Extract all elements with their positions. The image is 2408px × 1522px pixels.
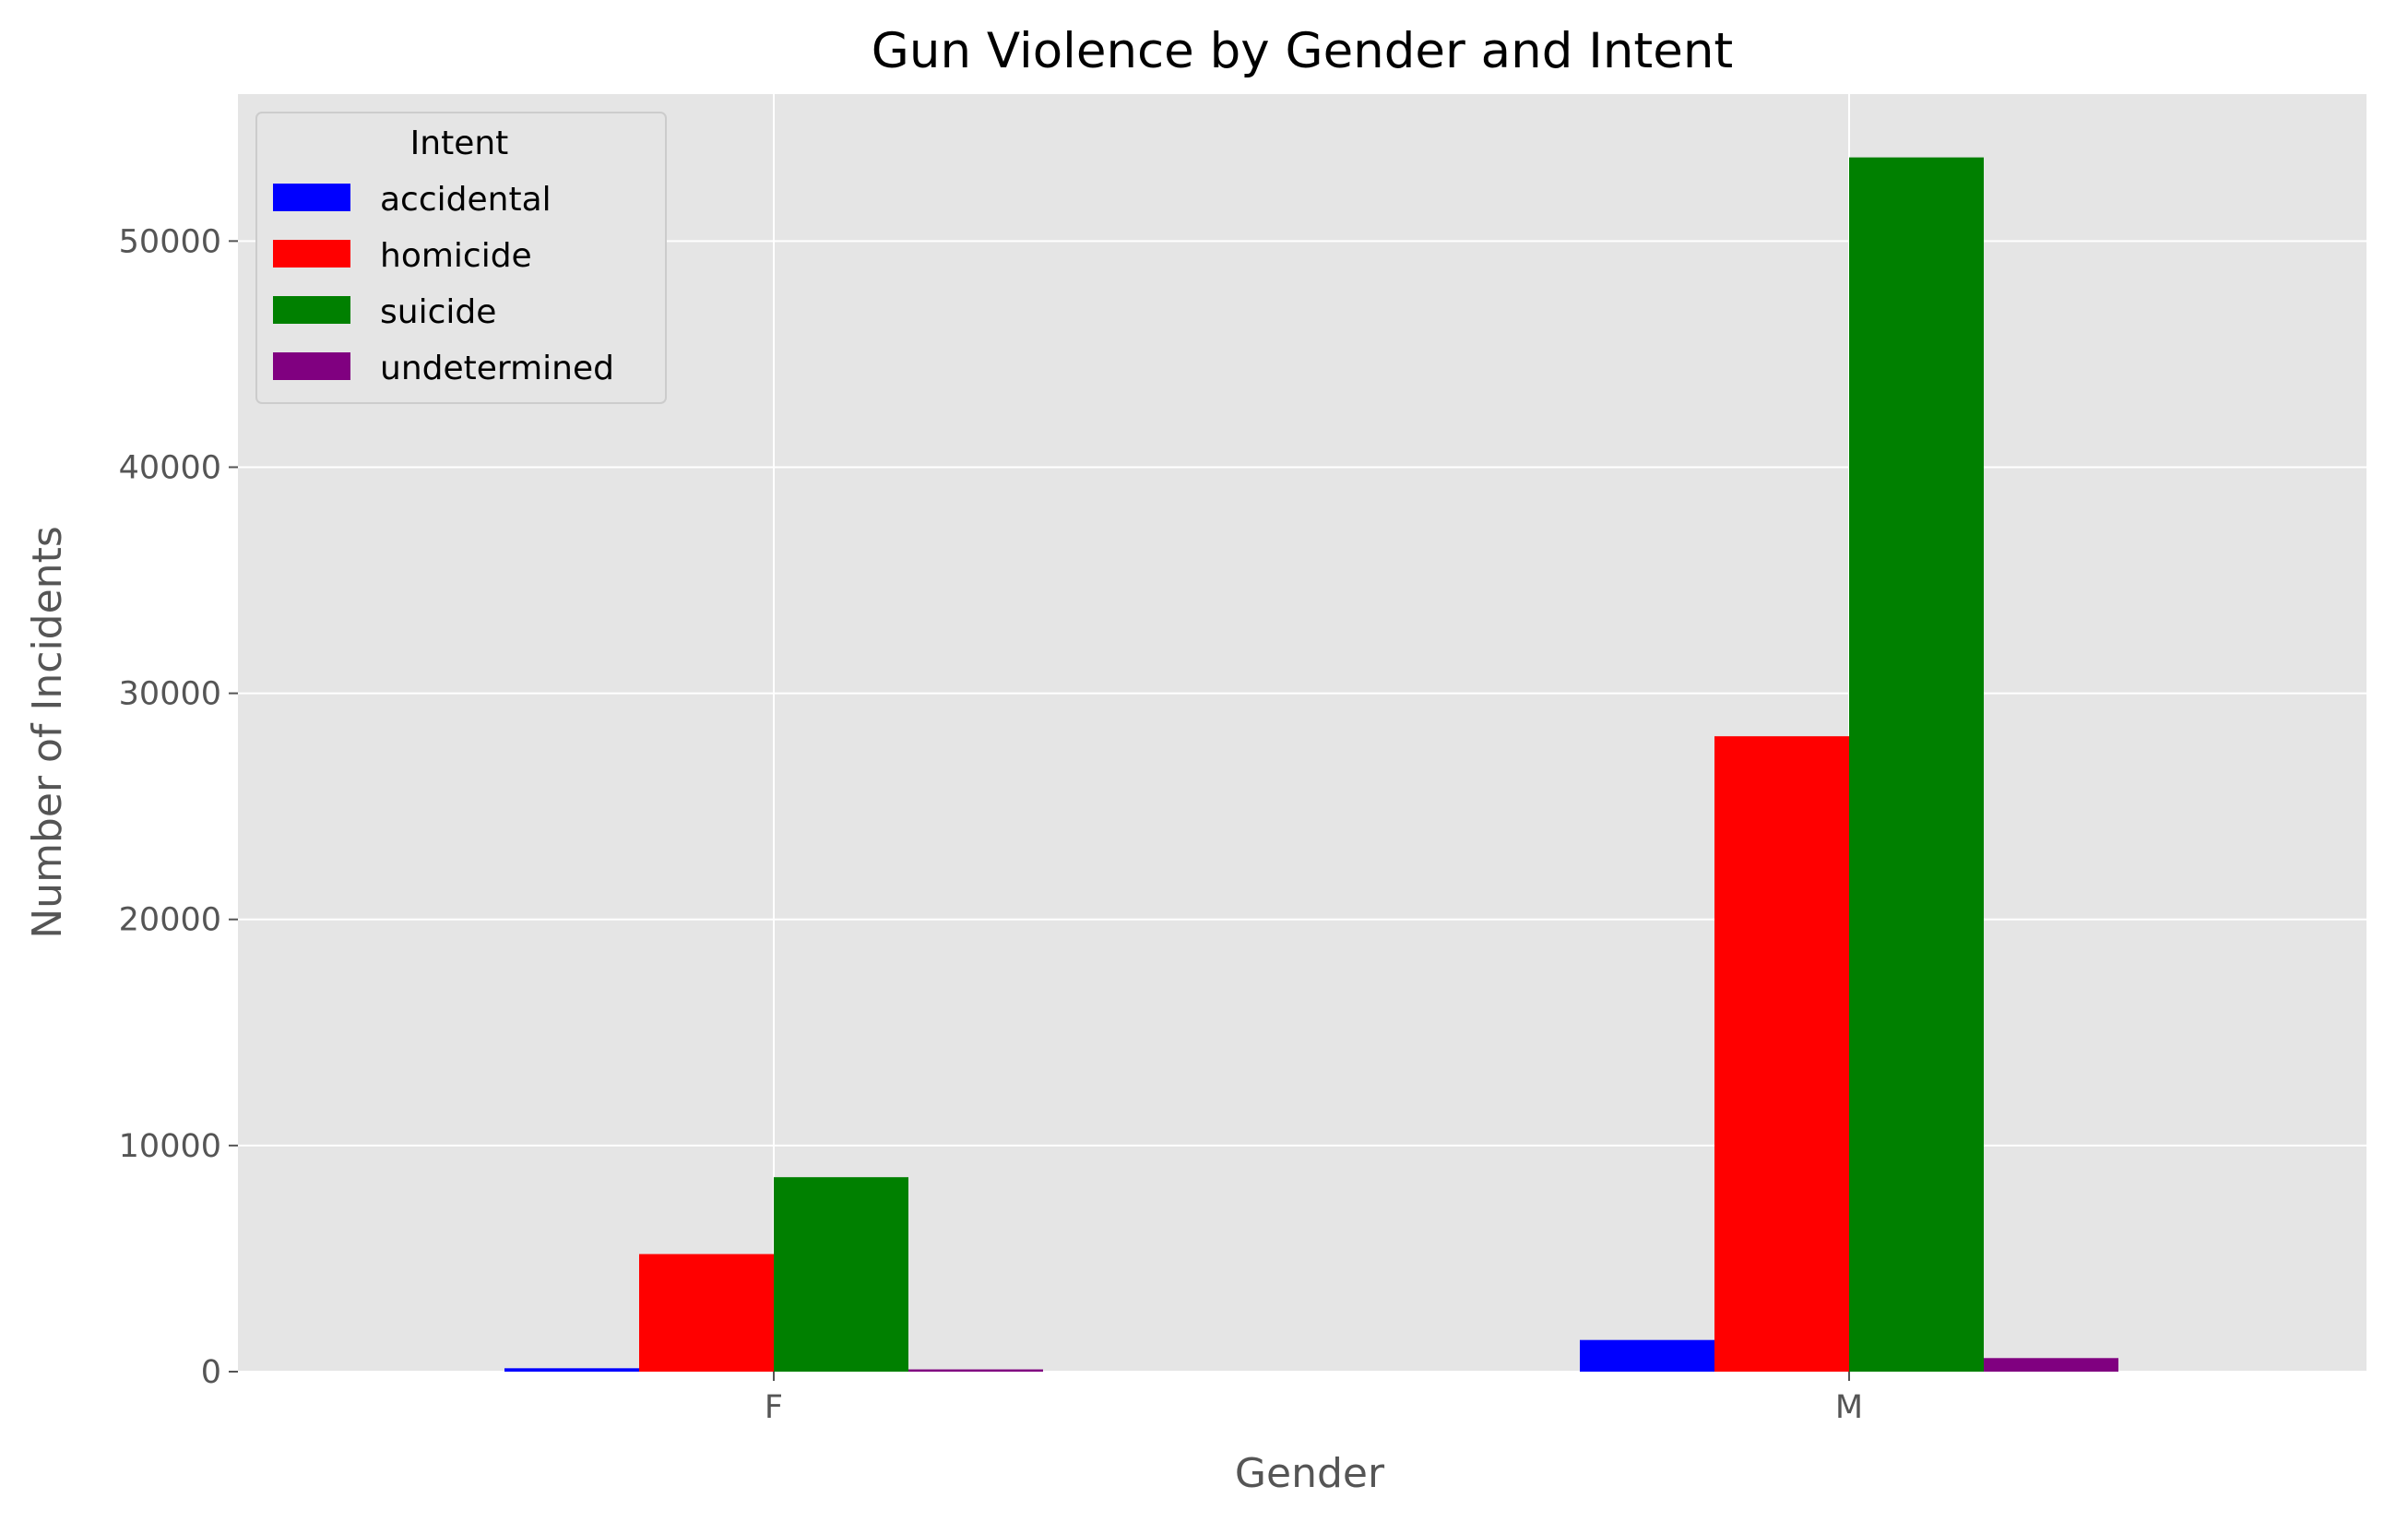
bars bbox=[504, 157, 2118, 1372]
bar-suicide-F bbox=[774, 1177, 908, 1372]
legend: Intent accidental homicide suicide undeterm… bbox=[255, 112, 667, 404]
y-tick-label: 0 bbox=[201, 1354, 221, 1391]
legend-label-undetermined: undetermined bbox=[380, 350, 614, 387]
legend-swatch-homicide bbox=[273, 240, 350, 268]
y-axis-ticks: 0 10000 20000 30000 40000 50000 bbox=[119, 223, 238, 1391]
x-axis-label: Gender bbox=[1235, 1450, 1385, 1497]
y-tick-label: 30000 bbox=[119, 676, 221, 713]
legend-label-suicide: suicide bbox=[380, 293, 496, 331]
bar-accidental-F bbox=[504, 1368, 639, 1372]
bar-accidental-M bbox=[1580, 1339, 1714, 1372]
y-tick-label: 50000 bbox=[119, 223, 221, 260]
y-tick-label: 20000 bbox=[119, 902, 221, 939]
x-tick-label: M bbox=[1835, 1389, 1863, 1426]
y-tick-label: 40000 bbox=[119, 449, 221, 486]
bar-undetermined-F bbox=[908, 1369, 1043, 1372]
bar-homicide-F bbox=[639, 1254, 774, 1372]
legend-swatch-accidental bbox=[273, 184, 350, 211]
legend-box bbox=[255, 112, 667, 404]
legend-items: accidental homicide suicide undetermined bbox=[273, 181, 614, 387]
bar-suicide-M bbox=[1849, 157, 1984, 1372]
legend-label-accidental: accidental bbox=[380, 181, 552, 219]
y-tick-label: 10000 bbox=[119, 1128, 221, 1165]
legend-swatch-undetermined bbox=[273, 352, 350, 380]
legend-label-homicide: homicide bbox=[380, 237, 532, 275]
bar-homicide-M bbox=[1714, 736, 1849, 1372]
bar-undetermined-M bbox=[1984, 1358, 2118, 1372]
x-tick-label: F bbox=[765, 1389, 783, 1426]
y-axis-label: Number of Incidents bbox=[24, 526, 71, 938]
legend-swatch-suicide bbox=[273, 296, 350, 324]
chart-title: Gun Violence by Gender and Intent bbox=[872, 23, 1733, 79]
legend-title: Intent bbox=[410, 125, 509, 162]
